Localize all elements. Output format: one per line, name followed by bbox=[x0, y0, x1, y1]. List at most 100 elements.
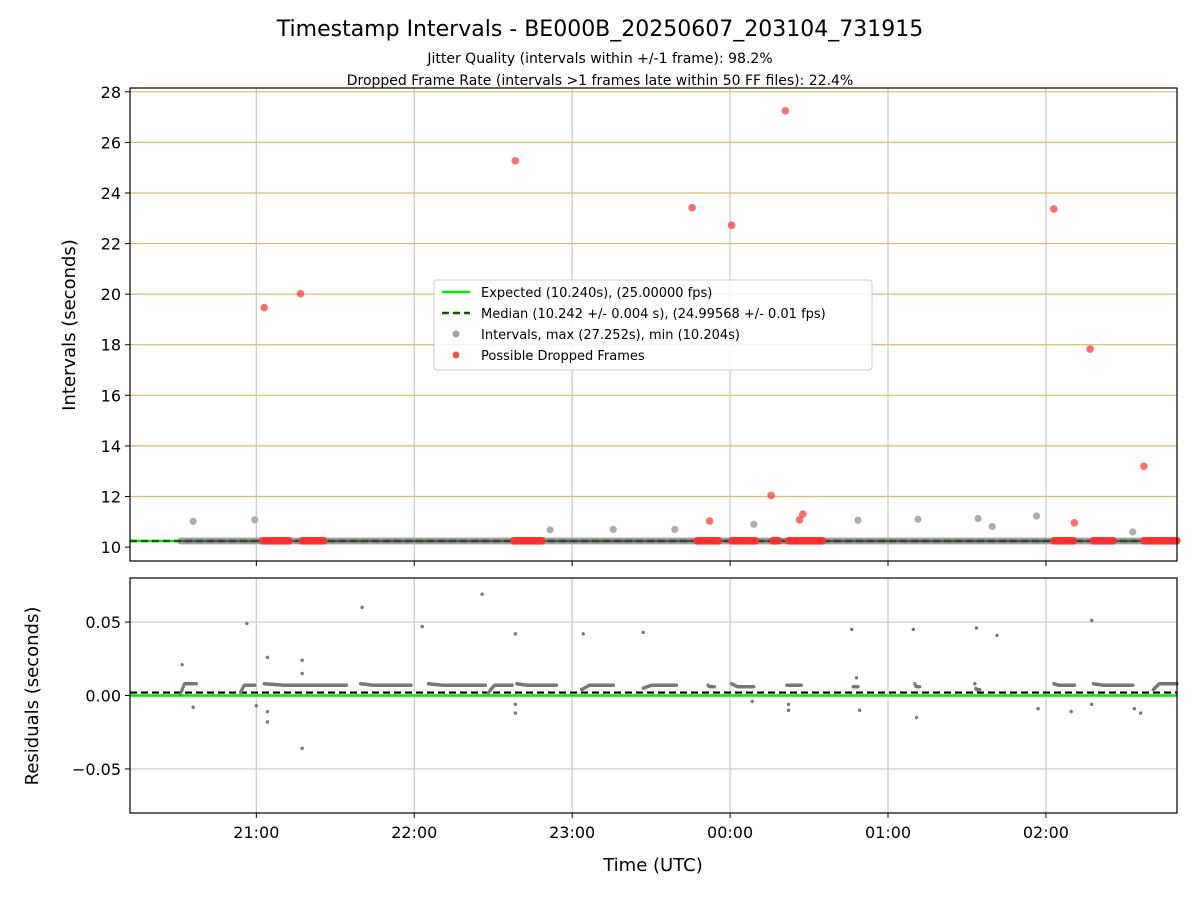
dropped-frame-point bbox=[1069, 536, 1078, 545]
intervals-legend-marker bbox=[452, 330, 460, 338]
residual-point bbox=[420, 624, 424, 629]
interval-point bbox=[854, 516, 862, 524]
interval-point bbox=[189, 517, 197, 525]
legend-label-dropped: Possible Dropped Frames bbox=[481, 349, 645, 364]
dropped-frame-point bbox=[296, 289, 305, 298]
chart-title: Timestamp Intervals - BE000B_20250607_20… bbox=[276, 17, 923, 42]
residual-point bbox=[611, 683, 615, 687]
interval-point bbox=[988, 523, 996, 531]
intervals-y-tick-label: 18 bbox=[101, 336, 121, 355]
dropped-frame-point bbox=[714, 536, 723, 545]
dropped-frames-legend-marker bbox=[452, 351, 460, 359]
intervals-marks bbox=[130, 106, 1181, 545]
intervals-y-tick-label: 26 bbox=[101, 133, 121, 152]
residual-point bbox=[1090, 702, 1094, 707]
dropped-frame-point bbox=[260, 303, 269, 312]
residual-point bbox=[253, 683, 257, 687]
residual-point bbox=[581, 632, 585, 636]
dropped-frame-point bbox=[774, 536, 783, 545]
residuals-y-axis-label: Residuals (seconds) bbox=[22, 607, 43, 786]
dropped-frame-point bbox=[1086, 345, 1094, 353]
interval-point bbox=[1129, 528, 1137, 536]
dropped-frame-point bbox=[767, 491, 775, 500]
interval-point bbox=[609, 525, 617, 533]
residuals-panel: −0.05 0.00 0.05 21:00 22:00 23:00 00:00 01:00 0… bbox=[22, 577, 1179, 876]
residual-point bbox=[1131, 683, 1135, 687]
intervals-y-tick-label: 22 bbox=[101, 235, 121, 254]
residual-point bbox=[480, 592, 484, 596]
residual-point bbox=[265, 720, 270, 724]
chart-legend: Expected (10.240s), (25.00000 fps) Media… bbox=[433, 279, 873, 371]
x-tick-label: 01:00 bbox=[865, 823, 911, 842]
residual-point bbox=[194, 682, 199, 686]
residual-point bbox=[513, 711, 518, 715]
interval-point bbox=[546, 526, 554, 534]
interval-point bbox=[750, 520, 758, 528]
dropped-frame-point bbox=[538, 536, 546, 545]
x-tick-label: 23:00 bbox=[549, 823, 595, 842]
residual-point bbox=[300, 658, 304, 662]
dropped-frame-point bbox=[1070, 519, 1079, 527]
residual-point bbox=[344, 683, 349, 687]
intervals-x-ticks bbox=[255, 561, 1047, 566]
residual-point bbox=[995, 633, 999, 637]
residual-point bbox=[180, 662, 184, 667]
legend-label-median: Median (10.242 +/- 0.004 s), (24.99568 +… bbox=[481, 307, 826, 322]
interval-point bbox=[1032, 512, 1041, 520]
residual-point bbox=[911, 627, 915, 632]
x-tick-label: 22:00 bbox=[391, 823, 437, 842]
intervals-panel: 10 12 14 16 18 20 22 24 26 28 Intervals (seconds)… bbox=[59, 83, 1181, 566]
residual-point bbox=[977, 687, 982, 692]
dropped-frame-point bbox=[320, 536, 328, 545]
x-tick-label: 02:00 bbox=[1023, 823, 1069, 842]
residual-point bbox=[1132, 707, 1137, 711]
interval-point bbox=[914, 515, 922, 523]
intervals-y-tick-label: 16 bbox=[101, 386, 121, 405]
dropped-frame-point bbox=[1109, 536, 1118, 545]
x-tick-label: 21:00 bbox=[233, 823, 279, 842]
residual-point bbox=[786, 702, 791, 707]
residual-point bbox=[914, 715, 919, 720]
residual-point bbox=[857, 708, 862, 712]
dropped-frame-point bbox=[511, 157, 520, 165]
residual-point bbox=[360, 605, 364, 610]
dropped-frame-point bbox=[727, 221, 736, 230]
residual-point bbox=[752, 684, 756, 689]
intervals-y-tick-label: 12 bbox=[101, 488, 121, 507]
x-tick-label: 00:00 bbox=[707, 823, 753, 842]
dropped-frame-point bbox=[795, 515, 804, 524]
residual-point bbox=[856, 684, 860, 689]
residual-point bbox=[191, 705, 195, 709]
residual-point bbox=[849, 627, 854, 632]
intervals-y-tick-label: 14 bbox=[101, 437, 121, 456]
interval-point bbox=[251, 516, 259, 524]
intervals-y-tick-label: 20 bbox=[101, 285, 121, 304]
residual-point bbox=[513, 702, 518, 707]
residuals-y-ticks: −0.05 0.00 0.05 bbox=[72, 613, 130, 779]
residual-point bbox=[300, 671, 304, 676]
residuals-y-tick-label: 0.05 bbox=[85, 613, 121, 632]
dropped-frame-point bbox=[705, 517, 714, 525]
intervals-frame bbox=[129, 87, 1178, 562]
intervals-y-ticks: 10 12 14 16 18 20 22 24 26 28 bbox=[101, 83, 130, 557]
intervals-y-tick-label: 28 bbox=[101, 83, 121, 102]
residual-point bbox=[300, 746, 304, 751]
dropped-frame-point bbox=[285, 536, 293, 545]
intervals-y-tick-label: 10 bbox=[101, 538, 121, 557]
dropped-frame-point bbox=[1140, 462, 1148, 470]
dropped-frame-point bbox=[688, 203, 696, 212]
legend-label-expected: Expected (10.240s), (25.00000 fps) bbox=[481, 286, 712, 301]
residual-point bbox=[674, 683, 679, 687]
dropped-frame-point bbox=[798, 510, 807, 519]
intervals-y-tick-label: 24 bbox=[101, 184, 121, 203]
residuals-y-tick-label: −0.05 bbox=[72, 760, 121, 779]
jitter-quality-subtitle: Jitter Quality (intervals within +/-1 fr… bbox=[426, 51, 772, 67]
legend-label-intervals: Intervals, max (27.252s), min (10.204s) bbox=[481, 328, 740, 343]
residual-point bbox=[1036, 707, 1040, 711]
residual-point bbox=[854, 676, 859, 680]
legend-box bbox=[433, 279, 873, 371]
residual-point bbox=[254, 704, 259, 708]
dropped-frame-point bbox=[781, 106, 790, 115]
residual-point bbox=[483, 683, 488, 687]
